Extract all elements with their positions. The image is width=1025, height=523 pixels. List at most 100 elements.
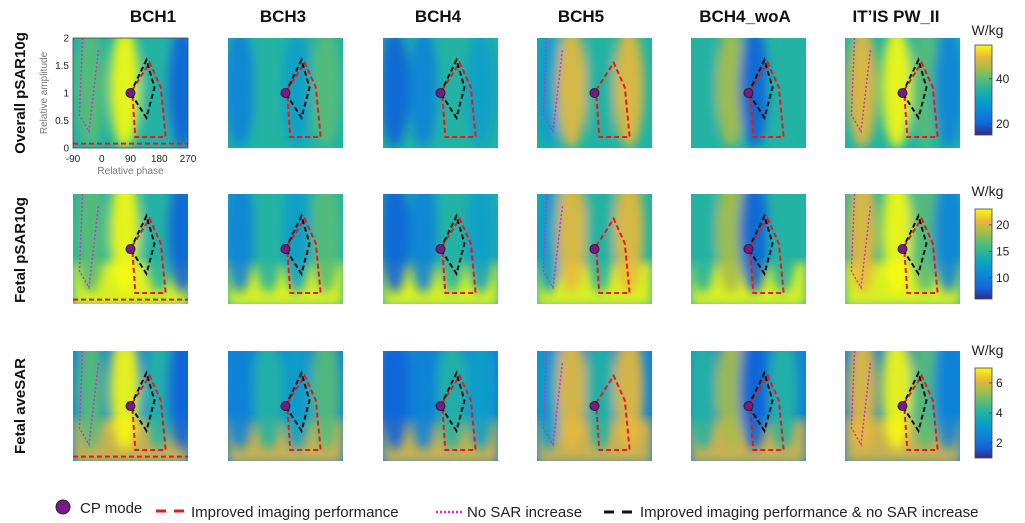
cp-mode-marker [897,401,908,411]
improved-and-no-sar-contour [284,57,311,121]
panel-fetal-psar10g-bch4-woa [691,194,806,304]
improved-and-no-sar-contour [747,57,774,121]
legend: CP mode Improved imaging performance No … [55,499,979,521]
colorbar-tick-label: 40 [996,72,1010,86]
cp-mode-marker [125,88,136,98]
axes-frame [72,37,189,149]
colorbar-tick-label: 15 [996,244,1010,258]
heatmap-band [228,194,255,293]
heatmap-band [585,38,616,148]
colorbars: W/kg 20 40 W/kg 10 15 20 W/kg 2 4 6 [972,22,1010,459]
legend-improved-label: Improved imaging performance [191,504,399,521]
heatmap-band [253,351,284,450]
row-title-overall-psar10g: Overall pSAR10g [12,32,29,154]
no-sar-increase-contour [78,194,100,290]
heatmap-band [109,194,140,293]
panel-overall-psar10g-bch4 [383,38,498,148]
heatmap-band [144,351,175,450]
cp-mode-marker [280,401,291,411]
heatmap-band [537,194,564,293]
improved-and-no-sar-contour [439,57,466,121]
improved-and-no-sar-contour [901,213,928,277]
heatmap-band [691,38,718,148]
heatmap-band [847,351,878,450]
cp-mode-marker [743,401,754,411]
column-title-bch4-woa: BCH4_woA [699,7,791,26]
legend-cp-mode-label: CP mode [80,500,142,517]
heatmap-band [144,194,175,293]
column-title-bch3: BCH3 [260,7,306,26]
heatmap-band [585,194,616,293]
no-sar-increase-contour [78,351,100,447]
no-sar-increase-contour [850,38,872,134]
legend-both-label: Improved imaging performance & no SAR in… [640,504,979,521]
no-sar-increase-contour [542,38,564,134]
cp-mode-marker [897,244,908,254]
heatmap-band [614,194,644,293]
y-tick-label: 2 [63,34,69,45]
heatmap-panels [73,38,960,461]
heatmap-band [537,38,564,148]
no-sar-increase-contour [542,351,564,447]
y-tick-label: 1.5 [55,61,69,72]
panel-fetal-psar10g-bch1 [73,194,188,304]
y-tick-label: 0 [63,144,69,155]
cp-mode-marker [125,244,136,254]
heatmap-band [167,38,188,148]
improved-imaging-contour [903,216,939,294]
panel-fetal-avesar-bch1 [73,351,188,461]
colorbar-tick-label: 20 [996,117,1010,131]
heatmap-band [556,194,587,293]
heatmap-band [614,38,644,148]
improved-and-no-sar-contour [747,370,774,434]
heatmap-band [383,194,410,293]
improved-imaging-contour [131,373,167,451]
x-tick-label: 90 [125,154,137,165]
heatmap-band [847,194,878,293]
heatmap-band [167,351,188,450]
heatmap-band [109,351,140,450]
panel-fetal-avesar-bch4-woa [691,351,806,461]
heatmap-band [881,194,912,293]
x-axis-label: Relative phase [97,166,164,177]
heatmap-band [310,351,341,450]
heatmap-band [408,351,439,450]
cp-mode-marker [897,88,908,98]
colorbar-tick-label: 20 [996,218,1010,232]
panel-overall-psar10g-bch4-woa [691,38,806,148]
panel-fetal-avesar-it-is-pw-ii [845,351,960,461]
improved-imaging-contour [441,373,477,451]
y-tick-label: 1 [63,89,69,100]
heatmap-band [75,194,106,293]
improved-and-no-sar-contour [129,57,156,121]
improved-imaging-contour [595,216,631,294]
cp-mode-marker [435,244,446,254]
cp-mode-marker [589,401,600,411]
colorbar-unit: W/kg [972,183,1004,199]
no-sar-increase-contour [78,38,100,134]
cp-mode-marker [743,88,754,98]
heatmap-band [437,38,467,148]
heatmap-band [228,351,255,450]
colorbar-tick-label: 4 [996,406,1003,420]
colorbar-overall-psar10g: W/kg 20 40 [972,22,1010,136]
cp-mode-marker [743,244,754,254]
heatmap-band [768,194,798,293]
improved-and-no-sar-contour [747,213,774,277]
improved-imaging-contour [131,216,167,294]
panel-fetal-avesar-bch5 [537,351,652,461]
heatmap-band [933,194,960,293]
improved-imaging-contour [749,216,785,294]
heatmap-band [310,194,341,293]
no-sar-increase-contour [542,194,564,290]
heatmap-band [383,38,410,148]
y-axis-label: Relative amplitude [39,51,50,134]
heatmap-band [465,351,496,450]
heatmap-band [739,38,770,148]
improved-and-no-sar-contour [439,213,466,277]
heatmap-band [585,351,616,450]
colorbar-tick-label: 10 [996,271,1010,285]
improved-and-no-sar-contour [284,213,311,277]
heatmap-band [910,38,941,148]
x-tick-label: 180 [151,154,168,165]
